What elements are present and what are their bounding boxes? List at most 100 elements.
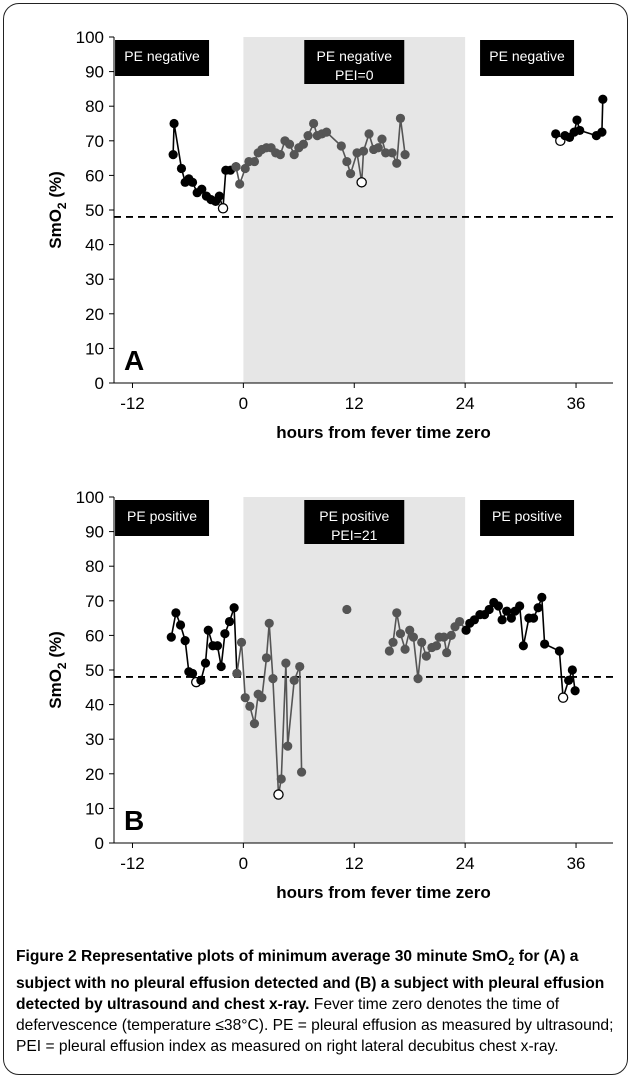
caption-label: Figure 2 (16, 948, 77, 965)
y-tick-label: 30 (85, 730, 104, 749)
data-point (537, 592, 547, 602)
annotation-box (304, 500, 405, 544)
y-tick-label: 40 (85, 236, 104, 255)
data-point (283, 741, 293, 751)
data-point (249, 156, 260, 167)
annotation-label: PEI=21 (331, 527, 378, 543)
annotation-label: PE positive (127, 508, 197, 524)
y-axis-label: SmO2 (%) (46, 631, 69, 709)
data-point (268, 674, 278, 684)
data-point (597, 127, 607, 137)
data-point (281, 658, 291, 668)
y-tick-label: 80 (85, 97, 104, 116)
data-point (431, 641, 442, 651)
y-tick-label: 100 (76, 28, 104, 47)
data-point (229, 603, 239, 613)
data-point (249, 719, 260, 729)
x-tick-label: 36 (567, 854, 586, 873)
data-point (245, 701, 255, 711)
data-point (200, 658, 211, 668)
data-point (216, 661, 226, 672)
data-point (169, 118, 179, 129)
data-point (236, 637, 247, 647)
annotation-label: PE negative (489, 48, 565, 64)
data-point (570, 686, 580, 696)
data-point (417, 637, 427, 647)
data-point (446, 630, 456, 641)
data-point (540, 639, 550, 649)
data-point (506, 613, 516, 623)
data-point (515, 601, 525, 611)
data-point (176, 163, 187, 174)
y-tick-label: 60 (85, 626, 104, 645)
shaded-region (243, 37, 466, 383)
data-point (395, 113, 406, 123)
data-point (296, 767, 307, 777)
data-point (395, 629, 406, 639)
data-point (388, 637, 398, 647)
x-tick-label: 12 (345, 854, 364, 873)
x-tick-label: -12 (120, 394, 145, 413)
x-tick-label: 24 (456, 854, 475, 873)
x-tick-label: 0 (239, 854, 248, 873)
data-point (387, 148, 397, 158)
data-point (405, 625, 415, 635)
y-tick-label: 100 (76, 488, 104, 507)
y-tick-label: 0 (95, 374, 104, 393)
data-point (284, 139, 295, 149)
annotation-label: PE negative (124, 48, 200, 64)
data-point (400, 644, 410, 654)
y-tick-label: 90 (85, 523, 104, 542)
data-point (533, 603, 543, 613)
data-point (413, 674, 423, 684)
y-tick-label: 40 (85, 696, 104, 715)
data-point (554, 646, 565, 656)
data-point (400, 150, 410, 160)
data-point (598, 94, 608, 104)
y-tick-label: 10 (85, 339, 104, 358)
data-point (175, 620, 186, 630)
hollow-data-point (273, 789, 284, 800)
data-point (187, 177, 198, 187)
data-point (235, 179, 245, 189)
data-point (564, 675, 574, 685)
y-tick-label: 30 (85, 270, 104, 289)
data-point (364, 129, 374, 139)
data-point (377, 134, 387, 144)
chart-panel-b: PE positive PE positive PEI=21 PE positive 0… (46, 488, 613, 902)
data-point (171, 608, 181, 618)
data-point (484, 604, 494, 615)
y-axis-label: SmO2 (%) (46, 171, 69, 249)
data-point (567, 665, 577, 675)
data-point (342, 604, 352, 615)
data-point (303, 131, 313, 141)
y-tick-label: 60 (85, 166, 104, 185)
data-point (214, 191, 224, 201)
data-point (187, 668, 198, 679)
data-point (381, 148, 391, 158)
data-point (497, 615, 507, 625)
data-point (358, 146, 369, 156)
x-axis-label: hours from fever time zero (276, 423, 490, 442)
data-point (518, 641, 528, 651)
y-tick-label: 20 (85, 765, 104, 784)
x-tick-label: -12 (120, 854, 145, 873)
data-point (203, 625, 213, 635)
data-point (321, 127, 332, 137)
data-point (232, 668, 242, 679)
data-point (166, 632, 176, 642)
x-tick-label: 24 (456, 394, 475, 413)
data-point (289, 150, 299, 160)
annotation-box (480, 500, 575, 536)
data-point (168, 150, 178, 160)
x-tick-label: 0 (239, 394, 248, 413)
data-point (264, 618, 274, 628)
annotation-box (115, 500, 210, 536)
data-point (528, 613, 539, 623)
hollow-data-point (356, 177, 367, 188)
caption-title: Representative plots of minimum average … (16, 948, 605, 1014)
data-point (240, 693, 250, 703)
caption-text: Fever time zero denotes the time of defe… (16, 996, 614, 1056)
annotation-box (304, 40, 405, 84)
